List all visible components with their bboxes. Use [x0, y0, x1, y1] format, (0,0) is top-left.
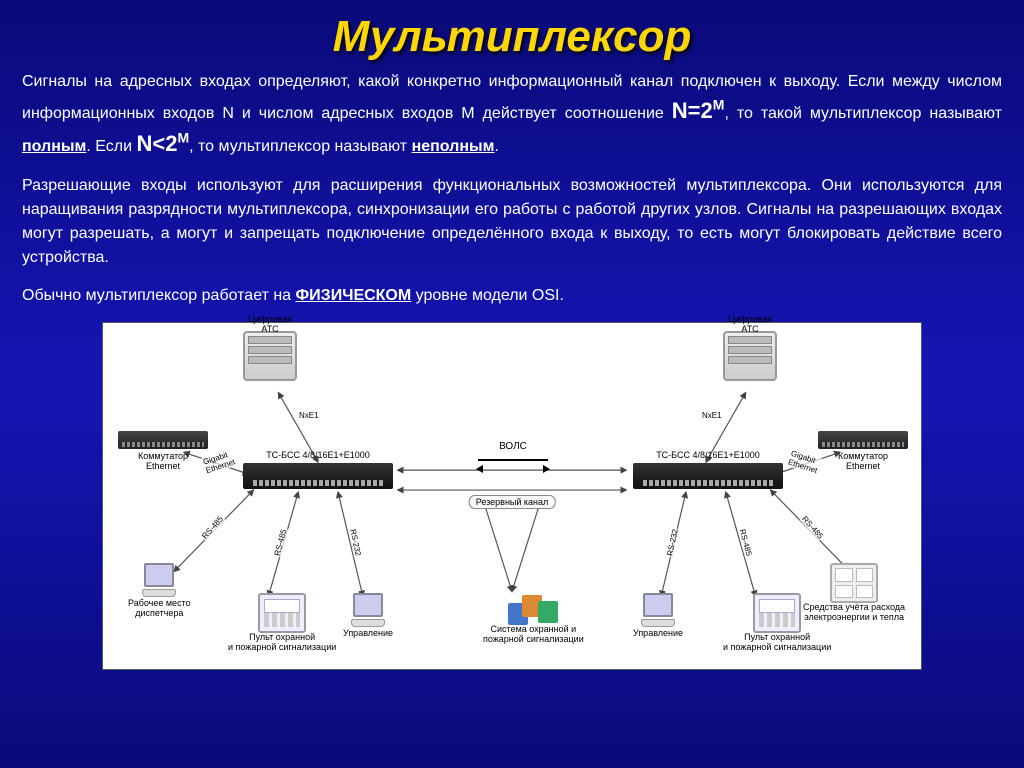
link-rs485-1: RS-485 — [199, 514, 225, 542]
network-diagram: ЦифроваяАТС КоммутаторEthernet ТС-БСС 4/… — [103, 323, 921, 669]
paragraph-1: Сигналы на адресных входах определяют, к… — [22, 70, 1002, 160]
vols-label: ВОЛС — [473, 441, 553, 452]
reserve-label: Резервный канал — [469, 495, 556, 509]
alarm-panel-label: Пульт охраннойи пожарной сигнализации — [228, 633, 336, 653]
node-mux-left: ТС-БСС 4/8/16E1+E1000 — [243, 451, 393, 489]
p3-pre: Обычно мультиплексор работает на — [22, 287, 296, 304]
p1-mid2: . Если — [86, 138, 136, 155]
mux-label-right: ТС-БСС 4/8/16E1+E1000 — [633, 451, 783, 461]
node-workstation: Рабочее местодиспетчера — [128, 563, 191, 619]
management-label-right: Управление — [633, 629, 683, 639]
formula-incomplete: N<2M — [136, 131, 189, 156]
server-icon — [243, 331, 297, 381]
switch-label-left: КоммутаторEthernet — [118, 452, 208, 472]
pc-icon — [636, 593, 680, 629]
vols-block: ВОЛС — [473, 441, 553, 452]
node-alarm-panel-right: Пульт охраннойи пожарной сигнализации — [723, 593, 831, 653]
panel-icon — [258, 593, 306, 633]
mux-icon — [243, 463, 393, 489]
paragraph-2: Разрешающие входы используют для расшире… — [22, 174, 1002, 270]
panel-icon — [753, 593, 801, 633]
physical-word: ФИЗИЧЕСКОМ — [296, 287, 412, 304]
mux-label-left: ТС-БСС 4/8/16E1+E1000 — [243, 451, 393, 461]
formula-full: N=2M — [672, 98, 725, 123]
pc-icon — [346, 593, 390, 629]
link-rs485-2: RS-485 — [272, 527, 288, 557]
link-nxe1-left: NxE1 — [298, 411, 320, 420]
node-ats-left: ЦифроваяАТС — [243, 331, 297, 335]
management-label: Управление — [343, 629, 393, 639]
node-switch-right: КоммутаторEthernet — [818, 431, 908, 472]
node-ats-right: ЦифроваяАТС — [723, 331, 777, 335]
cluster-icon — [508, 585, 558, 625]
alarm-panel-label-right: Пульт охраннойи пожарной сигнализации — [723, 633, 831, 653]
p1-mid: , то такой мультиплексор называют — [724, 105, 1002, 122]
switch-label-right: КоммутаторEthernet — [818, 452, 908, 472]
alarm-system-label: Система охранной ипожарной сигнализации — [483, 625, 584, 645]
pc-icon — [137, 563, 181, 599]
node-alarm-panel: Пульт охраннойи пожарной сигнализации — [228, 593, 336, 653]
paragraph-3: Обычно мультиплексор работает на ФИЗИЧЕС… — [22, 284, 1002, 308]
p1-end: . — [495, 138, 499, 155]
link-rs485-3: RS-485 — [799, 514, 825, 542]
mux-icon — [633, 463, 783, 489]
node-management: Управление — [343, 593, 393, 639]
workstation-label: Рабочее местодиспетчера — [128, 599, 191, 619]
p3-post: уровне модели OSI. — [411, 287, 564, 304]
link-gigabit-right: GigabitEthernet — [786, 448, 822, 475]
slide-title: Мультиплексор — [0, 0, 1024, 70]
node-alarm-system: Система охранной ипожарной сигнализации — [483, 585, 584, 645]
p1-mid3: , то мультиплексор называют — [189, 138, 411, 155]
link-rs485-4: RS-485 — [737, 527, 753, 557]
server-icon — [723, 331, 777, 381]
switch-icon — [118, 431, 208, 449]
node-management-right: Управление — [633, 593, 683, 639]
incomplete-word: неполным — [412, 138, 495, 155]
node-mux-right: ТС-БСС 4/8/16E1+E1000 — [633, 451, 783, 489]
link-rs232-1: RS-232 — [348, 527, 363, 557]
link-rs232-2: RS-232 — [665, 527, 680, 557]
link-nxe1-right: NxE1 — [701, 411, 723, 420]
ats-label-left: ЦифроваяАТС — [243, 315, 297, 335]
meter-icon — [830, 563, 878, 603]
ats-label-right: ЦифроваяАТС — [723, 315, 777, 335]
node-switch-left: КоммутаторEthernet — [118, 431, 208, 472]
switch-icon — [818, 431, 908, 449]
full-word: полным — [22, 138, 86, 155]
diagram-container: ЦифроваяАТС КоммутаторEthernet ТС-БСС 4/… — [102, 322, 922, 670]
arrow-icon — [478, 459, 548, 461]
content-area: Сигналы на адресных входах определяют, к… — [0, 70, 1024, 670]
